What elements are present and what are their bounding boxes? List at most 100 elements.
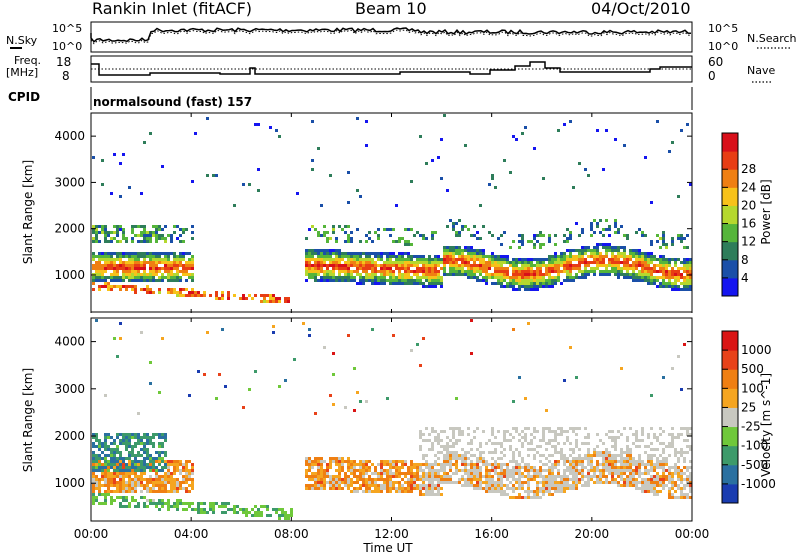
heatmap-cell <box>353 255 356 258</box>
heatmap-cell <box>536 234 539 237</box>
heatmap-cell <box>119 505 122 508</box>
heatmap-cell <box>458 427 461 430</box>
heatmap-cell <box>464 469 467 472</box>
heatmap-cell <box>263 505 266 508</box>
heatmap-cell <box>356 282 359 285</box>
heatmap-cell <box>332 249 335 252</box>
x-tick-label: 12:00 <box>374 527 409 541</box>
heatmap-cell <box>386 490 389 493</box>
heatmap-cell <box>410 258 413 261</box>
heatmap-cell <box>542 258 545 261</box>
heatmap-cell <box>110 478 113 481</box>
heatmap-cell <box>485 261 488 264</box>
heatmap-cell <box>146 490 149 493</box>
heatmap-cell <box>419 261 422 264</box>
heatmap-cell <box>347 475 350 478</box>
heatmap-cell <box>536 264 539 267</box>
heatmap-cell <box>404 276 407 279</box>
heatmap-cell <box>191 276 194 279</box>
heatmap-cell <box>491 273 494 276</box>
heatmap-cell <box>416 231 419 234</box>
heatmap-cell <box>413 478 416 481</box>
heatmap-cell <box>569 261 572 264</box>
heatmap-cell <box>527 484 530 487</box>
heatmap-cell <box>104 258 107 261</box>
heatmap-cell <box>662 487 665 490</box>
heatmap-cell <box>149 240 152 243</box>
heatmap-cell <box>479 442 482 445</box>
heatmap-cell <box>647 252 650 255</box>
heatmap-cell <box>155 264 158 267</box>
heatmap-cell <box>608 457 611 460</box>
heatmap-cell <box>131 469 134 472</box>
heatmap-cell <box>635 478 638 481</box>
heatmap-cell <box>356 267 359 270</box>
heatmap-cell <box>503 475 506 478</box>
heatmap-cell <box>602 463 605 466</box>
heatmap-cell <box>95 436 98 439</box>
heatmap-cell <box>575 222 578 225</box>
heatmap-cell <box>221 511 224 514</box>
heatmap-cell <box>182 466 185 469</box>
heatmap-cell <box>671 367 674 370</box>
heatmap-cell <box>521 240 524 243</box>
heatmap-cell <box>482 252 485 255</box>
heatmap-cell <box>680 234 683 237</box>
heatmap-cell <box>182 267 185 270</box>
heatmap-cell <box>581 258 584 261</box>
heatmap-cell <box>101 279 104 282</box>
heatmap-cell <box>662 457 665 460</box>
heatmap-cell <box>98 448 101 451</box>
heatmap-cell <box>146 439 149 442</box>
heatmap-cell <box>161 481 164 484</box>
heatmap-cell <box>104 252 107 255</box>
heatmap-cell <box>641 252 644 255</box>
heatmap-cell <box>113 237 116 240</box>
heatmap-cell <box>560 484 563 487</box>
heatmap-cell <box>689 466 692 469</box>
heatmap-cell <box>650 463 653 466</box>
heatmap-cell <box>140 225 143 228</box>
colorbar-swatch <box>722 241 738 261</box>
heatmap-cell <box>641 460 644 463</box>
heatmap-cell <box>422 282 425 285</box>
heatmap-cell <box>647 487 650 490</box>
heatmap-cell <box>656 478 659 481</box>
heatmap-cell <box>113 279 116 282</box>
heatmap-cell <box>458 478 461 481</box>
heatmap-cell <box>536 285 539 288</box>
heatmap-cell <box>164 264 167 267</box>
heatmap-cell <box>404 261 407 264</box>
heatmap-cell <box>422 457 425 460</box>
heatmap-cell <box>404 487 407 490</box>
heatmap-cell <box>470 469 473 472</box>
heatmap-cell <box>122 231 125 234</box>
heatmap-cell <box>230 508 233 511</box>
heatmap-cell <box>530 276 533 279</box>
heatmap-cell <box>428 448 431 451</box>
heatmap-cell <box>155 451 158 454</box>
heatmap-cell <box>392 282 395 285</box>
heatmap-cell <box>446 258 449 261</box>
heatmap-cell <box>614 258 617 261</box>
heatmap-cell <box>125 469 128 472</box>
heatmap-cell <box>578 469 581 472</box>
heatmap-cell <box>308 466 311 469</box>
heatmap-cell <box>491 427 494 430</box>
heatmap-cell <box>494 487 497 490</box>
heatmap-cell <box>341 264 344 267</box>
heatmap-cell <box>431 273 434 276</box>
heatmap-cell <box>104 448 107 451</box>
heatmap-cell <box>464 484 467 487</box>
heatmap-cell <box>443 448 446 451</box>
heatmap-cell <box>653 448 656 451</box>
heatmap-cell <box>374 469 377 472</box>
heatmap-cell <box>425 162 428 165</box>
heatmap-cell <box>647 460 650 463</box>
heatmap-cell <box>92 237 95 240</box>
heatmap-cell <box>557 258 560 261</box>
heatmap-cell <box>584 457 587 460</box>
heatmap-cell <box>551 270 554 273</box>
heatmap-cell <box>689 490 692 493</box>
